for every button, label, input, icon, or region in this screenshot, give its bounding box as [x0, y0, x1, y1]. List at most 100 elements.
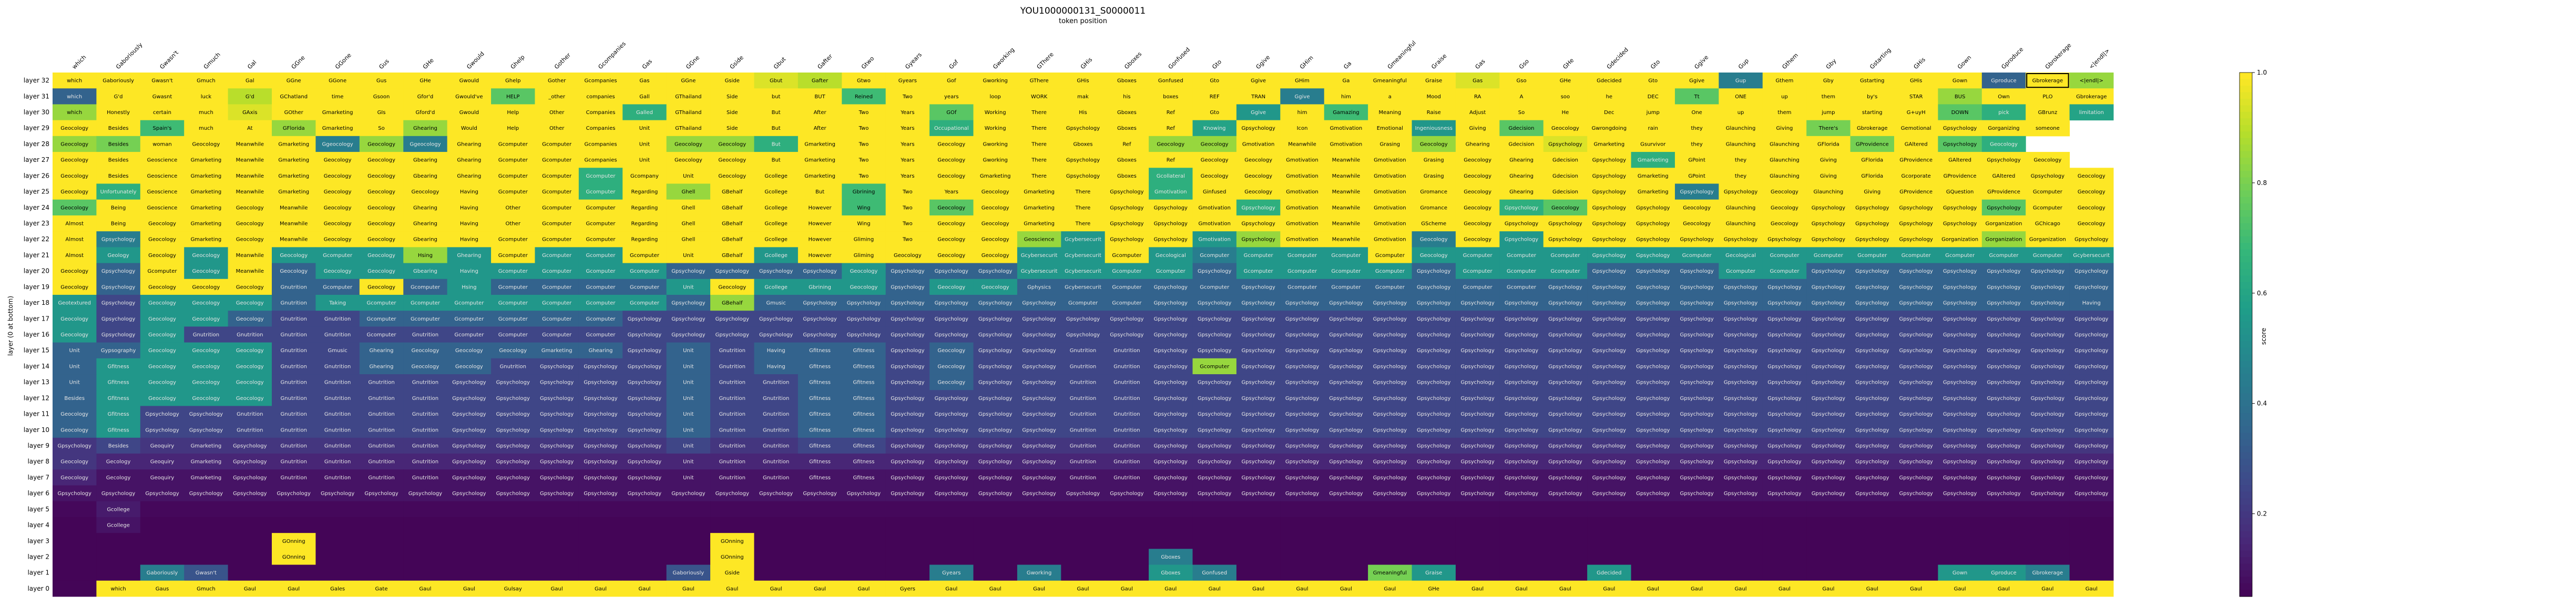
cell-token-label: Gpsychology: [1548, 332, 1582, 338]
cell-token-label: Gpsychology: [1548, 411, 1582, 417]
heatmap-cell: [403, 517, 448, 533]
cell-token-label: Gfitness: [809, 443, 831, 449]
cell-token-label: Gnutrition: [324, 475, 351, 481]
cell-token-label: Gpsychology: [978, 411, 1012, 417]
cell-token-label: Gfitness: [108, 427, 129, 433]
cell-token-label: Geoscience: [1024, 237, 1055, 243]
cell-token-label: Gmotivation: [1374, 205, 1406, 211]
heatmap-cell: [315, 73, 360, 89]
heatmap-cell: [1587, 104, 1632, 121]
cell-token-label: Geocology: [324, 158, 352, 163]
cell-token-label: Gpsychology: [1592, 443, 1626, 449]
cell-token-label: Gnutrition: [368, 411, 394, 417]
cell-token-label: Geocology: [367, 173, 395, 179]
cell-token-label: rain: [1648, 126, 1658, 131]
layer-tick-label: layer 21: [24, 251, 49, 259]
colorbar-segment: [2240, 465, 2252, 472]
cell-token-label: Geocology: [1464, 205, 1491, 211]
cell-token-label: Gmarketing: [541, 348, 573, 354]
heatmap-cell: [1850, 517, 1895, 533]
cell-token-label: Geocology: [718, 173, 746, 179]
token-tick-label: Ghelp: [509, 54, 526, 70]
cell-token-label: Gnutrition: [237, 411, 263, 417]
token-tick-label: Gto: [1211, 58, 1223, 70]
cell-token-label: There: [1031, 158, 1047, 163]
cell-token-label: Gpsychology: [978, 491, 1012, 497]
cell-token-label: Gpsychology: [1855, 380, 1889, 386]
heatmap-cell: [1455, 501, 1500, 518]
cell-token-label: GBehalf: [722, 221, 743, 227]
cell-token-label: Other: [549, 126, 565, 131]
heatmap-cell: [622, 183, 667, 200]
cell-token-label: Gpsychology: [1548, 443, 1582, 449]
cell-token-label: Geocology: [1464, 173, 1491, 179]
heatmap-cell: [1192, 88, 1237, 105]
layer-tick-label: layer 17: [24, 315, 49, 322]
cell-token-label: Geocology: [1464, 158, 1491, 163]
cell-token-label: Gpsychology: [1241, 475, 1275, 481]
heatmap-cell: [1543, 564, 1588, 581]
cell-token-label: Gnutrition: [1113, 443, 1140, 449]
heatmap-cell: [1105, 120, 1149, 137]
cell-token-label: Ghell: [681, 221, 695, 227]
cell-token-label: Gnutrition: [1113, 348, 1140, 354]
cell-token-label: him: [1297, 110, 1307, 116]
cell-token-label: Gpsychology: [1767, 348, 1801, 354]
cell-token-label: His: [1079, 110, 1087, 116]
cell-token-label: Geocology: [236, 237, 264, 243]
heatmap-cell: [973, 501, 1018, 518]
cell-token-label: Gdecided: [1597, 570, 1621, 576]
heatmap-cell: [1938, 549, 1982, 565]
heatmap-cell: [1236, 533, 1281, 549]
heatmap-cell: [885, 183, 930, 200]
cell-token-label: Gpsychology: [1767, 284, 1801, 290]
heatmap-cell: [535, 501, 579, 518]
colorbar-segment: [2240, 374, 2252, 381]
heatmap-cell: [1981, 549, 2026, 565]
heatmap-cell: [842, 136, 886, 152]
cell-token-label: Gfitness: [853, 348, 875, 354]
colorbar-segment: [2240, 439, 2252, 446]
heatmap-cell: [1017, 152, 1061, 168]
heatmap-cell: [2026, 199, 2070, 216]
heatmap-cell: [2026, 517, 2070, 533]
cell-token-label: Gpsychology: [1943, 411, 1977, 417]
cell-token-label: Gnutrition: [1070, 475, 1096, 481]
cell-token-label: One: [1691, 110, 1702, 116]
cell-token-label: Geocology: [60, 316, 88, 322]
heatmap-cell: [1412, 168, 1456, 184]
cell-token-label: Gpsychology: [1417, 491, 1450, 497]
cell-token-label: GHe: [420, 78, 431, 84]
cell-token-label: Gmarketing: [191, 443, 222, 449]
cell-token-label: jump: [1821, 110, 1835, 116]
cell-token-label: Geoquiry: [150, 459, 175, 465]
cell-token-label: Having: [2082, 301, 2101, 306]
cell-token-label: Gpsychology: [1592, 364, 1626, 369]
cell-token-label: Gcomputer: [630, 253, 660, 259]
cell-token-label: Gpsychology: [1241, 459, 1275, 465]
cell-token-label: GBehalf: [722, 253, 743, 259]
colorbar-tick-label: 0.2: [2257, 510, 2267, 518]
token-tick-label: Gbut: [772, 55, 788, 70]
heatmap-cell: [1587, 517, 1632, 533]
heatmap-cell: [491, 215, 535, 232]
cell-token-label: Gpsychology: [1285, 348, 1319, 354]
heatmap-cell: [1192, 73, 1237, 89]
cell-token-label: Gcomputer: [498, 158, 528, 163]
cell-token-label: _other: [548, 94, 566, 100]
heatmap-cell: [1412, 533, 1456, 549]
heatmap-cell: [1981, 517, 2026, 533]
token-tick-label: Gmeaningful: [1386, 39, 1417, 70]
heatmap-cell: [315, 120, 360, 137]
heatmap-cell: [491, 120, 535, 137]
heatmap-cell: [1455, 104, 1500, 121]
token-tick-label: GHe: [422, 57, 435, 70]
cell-token-label: Geocology: [1771, 221, 1798, 227]
heatmap-cell: [96, 152, 141, 168]
cell-token-label: Gnutrition: [237, 332, 263, 338]
colorbar-segment: [2240, 472, 2252, 479]
cell-token-label: Gpsychology: [1285, 364, 1319, 369]
cell-token-label: soo: [1561, 94, 1570, 100]
cell-token-label: Gmarketing: [278, 141, 309, 147]
cell-token-label: Ghearing: [457, 158, 481, 163]
